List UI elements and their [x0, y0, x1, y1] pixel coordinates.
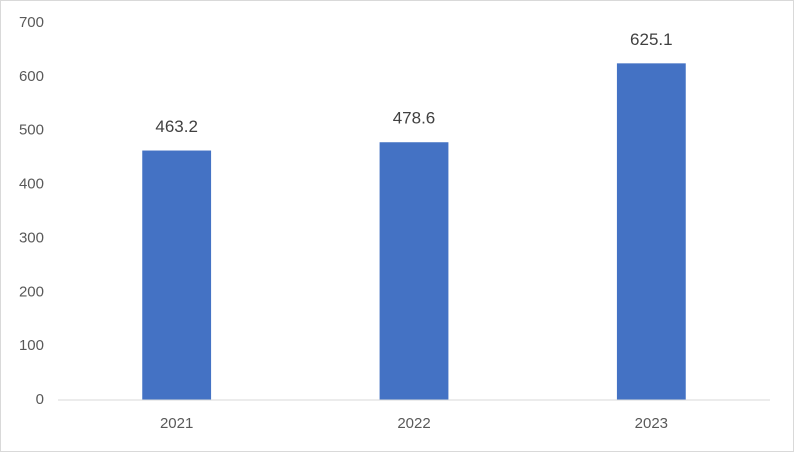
y-tick-label: 600 [19, 68, 44, 85]
x-tick-label: 2023 [635, 415, 668, 432]
bar [616, 63, 686, 401]
y-tick-label: 200 [19, 283, 44, 300]
y-tick-label: 0 [36, 391, 44, 408]
y-tick-label: 500 [19, 122, 44, 139]
y-tick-label: 300 [19, 229, 44, 246]
data-label: 478.6 [393, 109, 436, 128]
bar [379, 142, 449, 400]
y-tick-label: 400 [19, 176, 44, 193]
data-label: 625.1 [630, 30, 673, 49]
x-tick-label: 2021 [160, 415, 193, 432]
y-tick-label: 700 [19, 14, 44, 31]
x-tick-label: 2022 [397, 415, 430, 432]
y-tick-label: 100 [19, 337, 44, 354]
bar [142, 150, 212, 400]
data-label: 463.2 [155, 117, 198, 136]
